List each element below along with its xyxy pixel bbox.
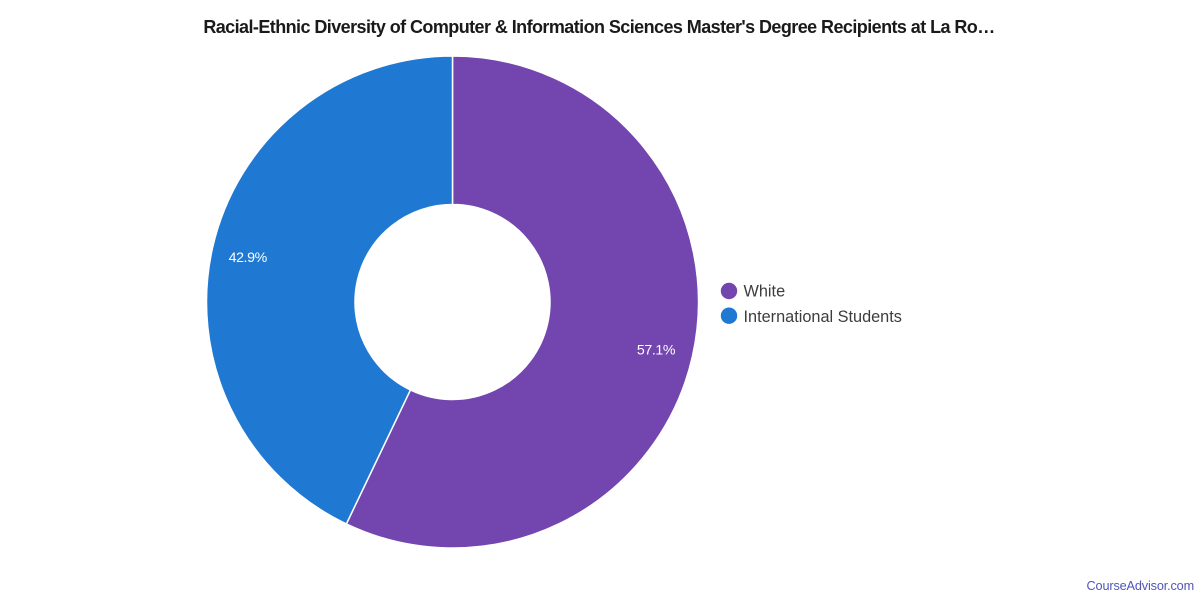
- svg-text:Racial-Ethnic Diversity of Com: Racial-Ethnic Diversity of Computer & In…: [203, 17, 994, 37]
- svg-text:International Students: International Students: [744, 308, 902, 326]
- svg-text:42.9%: 42.9%: [229, 250, 268, 266]
- svg-text:CourseAdvisor.com: CourseAdvisor.com: [1087, 579, 1194, 593]
- svg-text:57.1%: 57.1%: [637, 343, 676, 359]
- svg-text:White: White: [744, 283, 786, 301]
